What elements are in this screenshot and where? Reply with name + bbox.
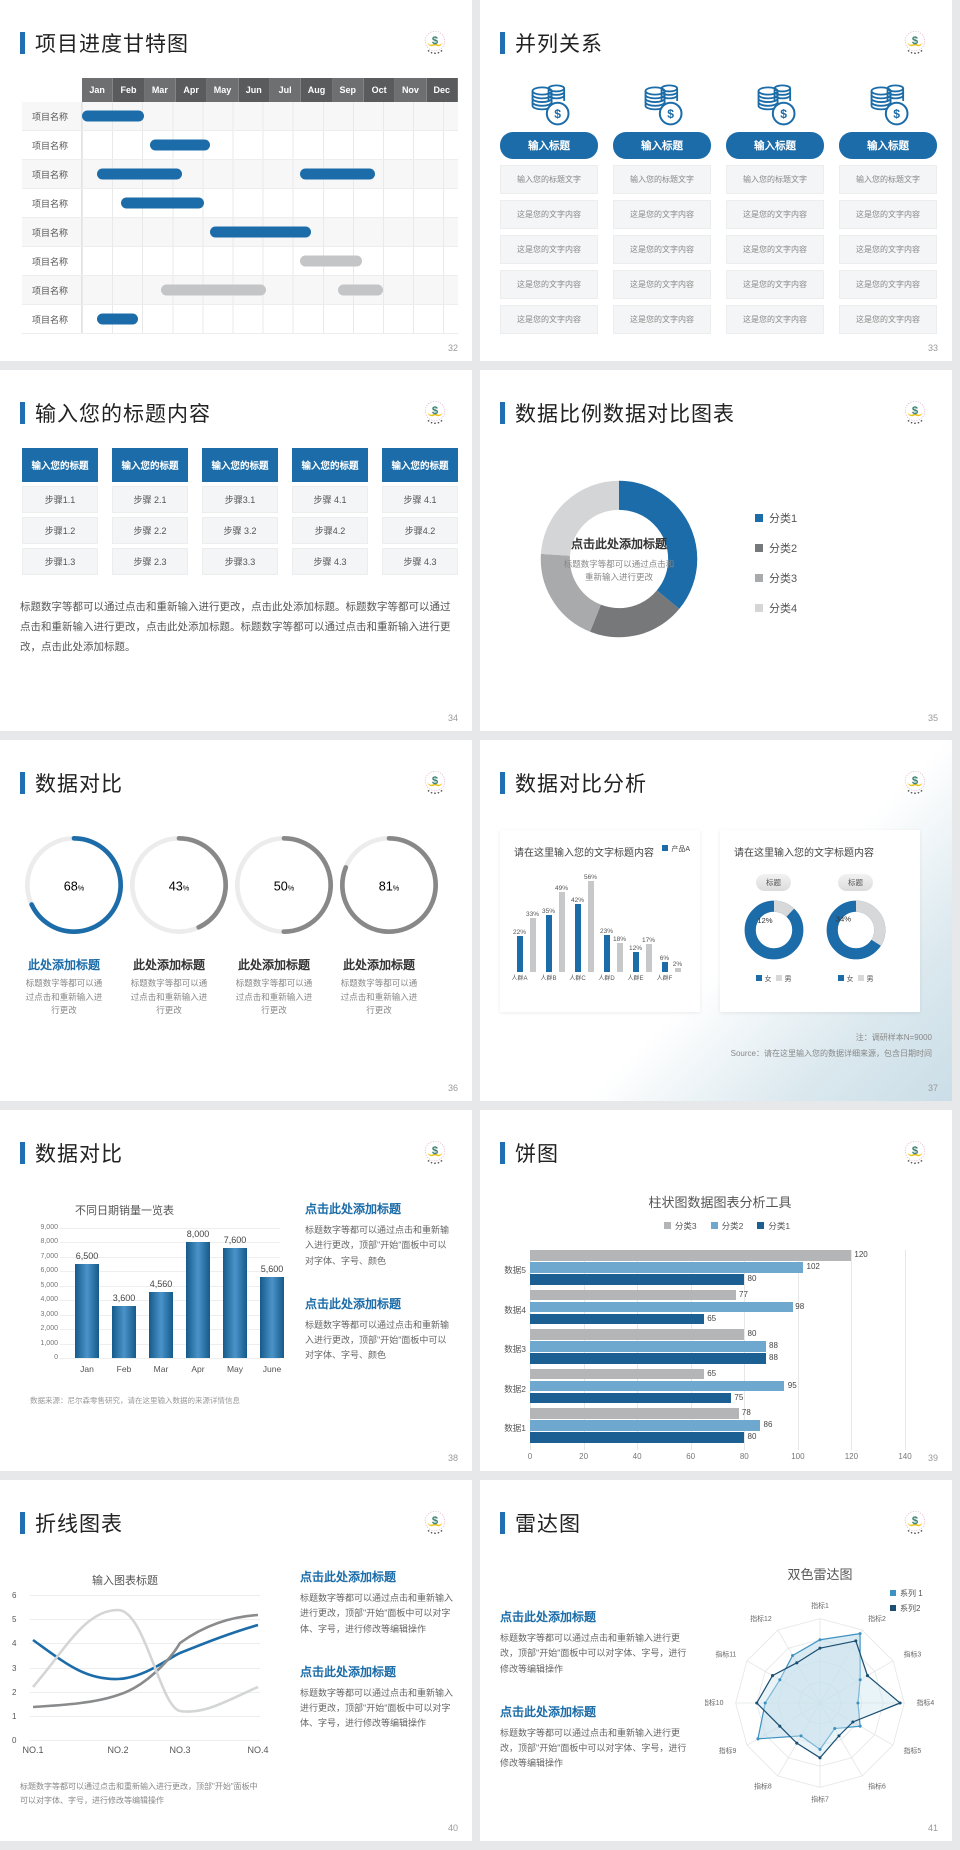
svg-text:指标6: 指标6 bbox=[868, 1781, 886, 1790]
svg-text:指标5: 指标5 bbox=[904, 1746, 922, 1755]
svg-text:68%: 68% bbox=[64, 879, 85, 893]
svg-text:指标10: 指标10 bbox=[705, 1698, 724, 1707]
svg-text:81%: 81% bbox=[379, 879, 400, 893]
svg-text:指标8: 指标8 bbox=[754, 1781, 772, 1790]
svg-text:指标4: 指标4 bbox=[917, 1698, 935, 1707]
svg-text:43%: 43% bbox=[169, 879, 190, 893]
svg-text:$: $ bbox=[893, 107, 900, 121]
svg-text:指标7: 指标7 bbox=[811, 1794, 829, 1803]
svg-text:指标12: 指标12 bbox=[750, 1614, 772, 1623]
svg-text:指标1: 指标1 bbox=[811, 1601, 829, 1610]
svg-text:$: $ bbox=[667, 107, 674, 121]
svg-text:34%: 34% bbox=[835, 915, 851, 924]
svg-text:$: $ bbox=[780, 107, 787, 121]
svg-text:指标2: 指标2 bbox=[868, 1614, 886, 1623]
svg-text:指标3: 指标3 bbox=[904, 1650, 922, 1659]
svg-text:12%: 12% bbox=[757, 916, 773, 925]
svg-text:指标11: 指标11 bbox=[715, 1650, 736, 1659]
svg-text:$: $ bbox=[554, 107, 561, 121]
svg-text:50%: 50% bbox=[274, 879, 295, 893]
svg-text:指标9: 指标9 bbox=[719, 1746, 737, 1755]
